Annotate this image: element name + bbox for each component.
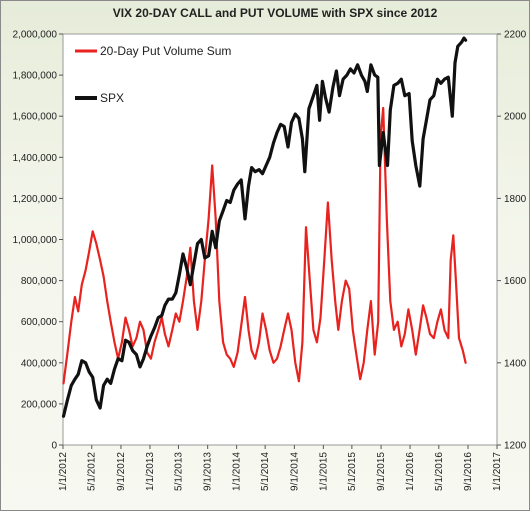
x-axis-ticks: 1/1/2012 5/1/2012 9/1/2012 1/1/2013 5/1/2013… [58,445,503,491]
left-tick-label: 400,000 [21,358,58,369]
x-tick-label: 9/1/2013 [203,452,214,491]
right-tick-label: 1600 [504,276,527,287]
x-tick-label: 5/1/2015 [347,452,358,491]
x-tick-label: 5/1/2014 [260,452,271,491]
right-tick-label: 2000 [504,112,527,123]
left-tick-label: 0 [51,441,57,452]
x-tick-label: 9/1/2014 [289,452,300,491]
legend-label-spx: SPX [100,91,124,105]
left-tick-label: 1,000,000 [13,235,58,246]
x-tick-label: 5/1/2013 [173,452,184,491]
x-tick-label: 1/1/2013 [145,452,156,491]
right-tick-label: 2200 [504,30,527,41]
right-tick-label: 1200 [504,441,527,452]
x-tick-label: 1/1/2016 [405,452,416,491]
legend-label-put-volume: 20-Day Put Volume Sum [100,44,231,58]
left-tick-label: 1,800,000 [13,71,58,82]
x-tick-label: 9/1/2012 [116,452,127,491]
right-tick-label: 1800 [504,194,527,205]
right-tick-label: 1400 [504,358,527,369]
left-tick-label: 1,600,000 [13,112,58,123]
left-tick-label: 200,000 [21,399,58,410]
x-tick-label: 5/1/2012 [87,452,98,491]
x-tick-label: 9/1/2016 [463,452,474,491]
left-tick-label: 800,000 [21,276,58,287]
plot-area [62,33,498,446]
x-tick-label: 1/1/2017 [492,452,503,491]
left-tick-label: 600,000 [21,317,58,328]
x-tick-label: 1/1/2012 [58,452,69,491]
left-tick-label: 1,400,000 [13,153,58,164]
chart-title: VIX 20-DAY CALL and PUT VOLUME with SPX … [113,6,438,20]
left-tick-label: 2,000,000 [13,30,58,41]
x-tick-label: 1/1/2014 [232,452,243,491]
x-tick-label: 9/1/2015 [376,452,387,491]
series-line-spx [61,36,468,418]
series-layer [61,36,468,418]
left-tick-label: 1,200,000 [13,194,58,205]
legend: 20-Day Put Volume Sum SPX [75,44,231,105]
right-axis-ticks: 1200 1400 1600 1800 2000 2200 [497,30,527,452]
series-line-put-volume [62,106,467,385]
x-tick-label: 1/1/2015 [318,452,329,491]
x-tick-label: 5/1/2016 [434,452,445,491]
left-axis-ticks: 0 200,000 400,000 600,000 800,000 1,000,000 1,… [13,30,63,452]
